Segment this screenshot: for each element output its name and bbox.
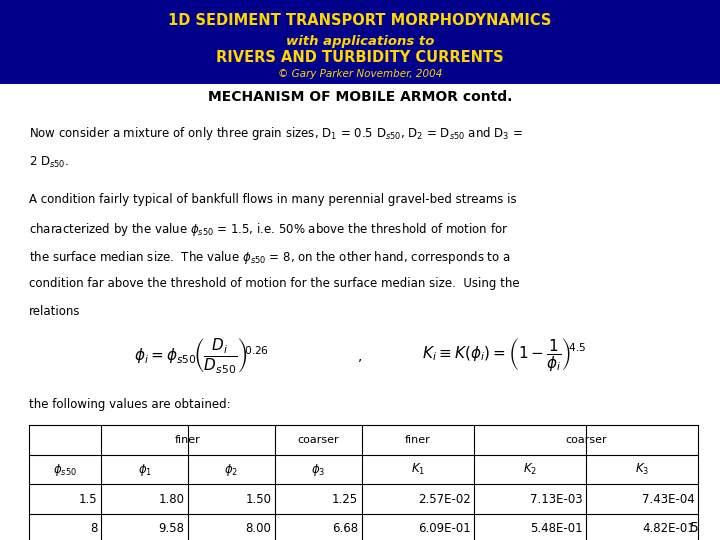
Text: $K_3$: $K_3$ — [635, 462, 649, 477]
Text: 7.43E-04: 7.43E-04 — [642, 492, 695, 506]
Text: with applications to: with applications to — [286, 35, 434, 48]
Text: finer: finer — [405, 435, 431, 445]
Text: $K_i \equiv K(\phi_i) = \left(1 - \dfrac{1}{\phi_i}\right)^{\!\!4.5}$: $K_i \equiv K(\phi_i) = \left(1 - \dfrac… — [422, 336, 586, 373]
Text: $\phi_{s50}$: $\phi_{s50}$ — [53, 462, 77, 477]
Text: MECHANISM OF MOBILE ARMOR contd.: MECHANISM OF MOBILE ARMOR contd. — [208, 90, 512, 104]
Text: 5: 5 — [690, 521, 698, 535]
FancyBboxPatch shape — [0, 0, 720, 84]
Text: coarser: coarser — [297, 435, 339, 445]
Text: 1.25: 1.25 — [332, 492, 358, 506]
Text: A condition fairly typical of bankfull flows in many perennial gravel-bed stream: A condition fairly typical of bankfull f… — [29, 193, 516, 206]
Text: 1.80: 1.80 — [158, 492, 184, 506]
Text: the surface median size.  The value $\phi_{s50}$ = 8, on the other hand, corresp: the surface median size. The value $\phi… — [29, 249, 510, 266]
Text: $\phi_3$: $\phi_3$ — [311, 462, 325, 477]
Text: © Gary Parker November, 2004: © Gary Parker November, 2004 — [278, 69, 442, 79]
Text: 5.48E-01: 5.48E-01 — [530, 522, 582, 536]
Text: $\phi_i = \phi_{s50}\!\left(\dfrac{D_i}{D_{s50}}\right)^{\!\!0.26}$: $\phi_i = \phi_{s50}\!\left(\dfrac{D_i}{… — [134, 336, 269, 375]
Text: 9.58: 9.58 — [158, 522, 184, 536]
Text: coarser: coarser — [565, 435, 607, 445]
Text: condition far above the threshold of motion for the surface median size.  Using : condition far above the threshold of mot… — [29, 277, 519, 290]
Text: 6.68: 6.68 — [332, 522, 358, 536]
Text: 1D SEDIMENT TRANSPORT MORPHODYNAMICS: 1D SEDIMENT TRANSPORT MORPHODYNAMICS — [168, 12, 552, 28]
Text: RIVERS AND TURBIDITY CURRENTS: RIVERS AND TURBIDITY CURRENTS — [216, 50, 504, 65]
Text: finer: finer — [175, 435, 201, 445]
Text: relations: relations — [29, 305, 81, 318]
Text: $K_1$: $K_1$ — [411, 462, 425, 477]
Text: 7.13E-03: 7.13E-03 — [530, 492, 582, 506]
Text: 2 D$_{s50}$.: 2 D$_{s50}$. — [29, 155, 69, 170]
Text: the following values are obtained:: the following values are obtained: — [29, 398, 230, 411]
Text: 8: 8 — [90, 522, 98, 536]
Text: $\phi_1$: $\phi_1$ — [138, 462, 152, 477]
Text: 2.57E-02: 2.57E-02 — [418, 492, 470, 506]
Text: 1.5: 1.5 — [79, 492, 98, 506]
Text: 8.00: 8.00 — [246, 522, 271, 536]
Text: 1.50: 1.50 — [246, 492, 271, 506]
Text: characterized by the value $\phi_{s50}$ = 1.5, i.e. 50% above the threshold of m: characterized by the value $\phi_{s50}$ … — [29, 221, 508, 238]
Text: 6.09E-01: 6.09E-01 — [418, 522, 470, 536]
Text: $K_2$: $K_2$ — [523, 462, 537, 477]
Text: Now consider a mixture of only three grain sizes, D$_1$ = 0.5 D$_{s50}$, D$_2$ =: Now consider a mixture of only three gra… — [29, 125, 523, 142]
Text: ,: , — [358, 349, 362, 363]
Text: $\phi_2$: $\phi_2$ — [225, 462, 238, 477]
Text: 4.82E-01: 4.82E-01 — [642, 522, 695, 536]
